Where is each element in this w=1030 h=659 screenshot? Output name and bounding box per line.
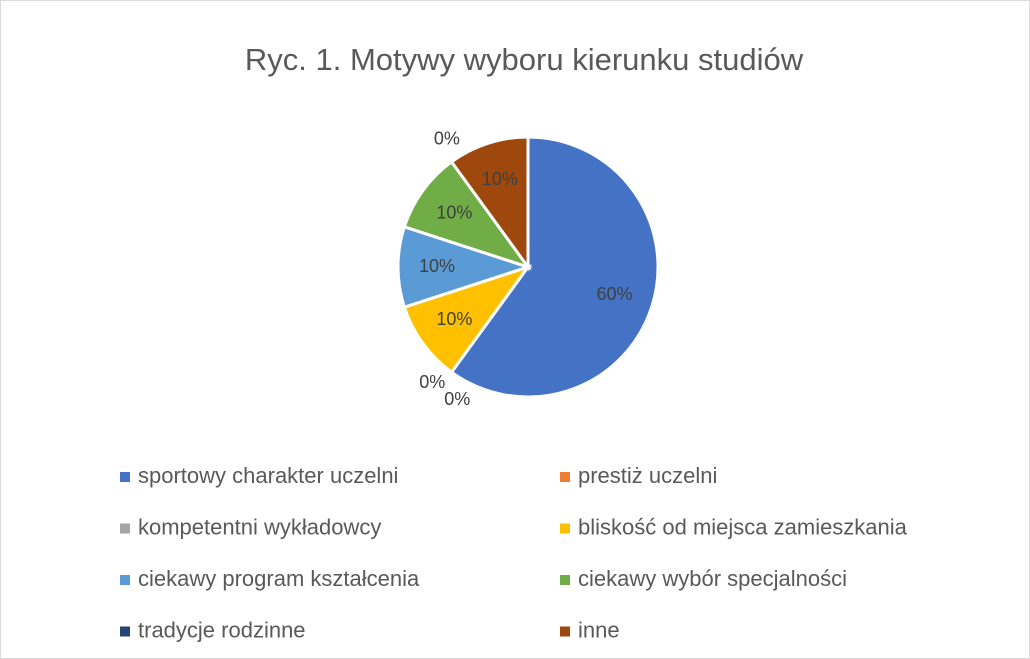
legend-swatch bbox=[120, 472, 130, 482]
legend-swatch bbox=[560, 472, 570, 482]
data-label: 10% bbox=[419, 256, 455, 276]
data-label: 10% bbox=[482, 169, 518, 189]
legend-label: sportowy charakter uczelni bbox=[138, 463, 398, 488]
chart-title: Ryc. 1. Motywy wyboru kierunku studiów bbox=[245, 42, 804, 77]
data-label: 10% bbox=[436, 202, 472, 222]
data-label: 0% bbox=[419, 372, 445, 392]
legend-label: tradycje rodzinne bbox=[138, 617, 306, 642]
pie-slice bbox=[402, 159, 532, 270]
pie-slice bbox=[402, 264, 532, 375]
legend-swatch bbox=[120, 575, 130, 585]
pie-slice bbox=[449, 135, 530, 272]
legend-swatch bbox=[560, 626, 570, 637]
legend-label: kompetentni wykładowcy bbox=[138, 514, 381, 539]
legend-label: prestiż uczelni bbox=[578, 463, 717, 488]
legend-label: bliskość od miejsca zamieszkania bbox=[578, 514, 908, 539]
data-label: 0% bbox=[444, 389, 470, 409]
legend-swatch bbox=[560, 575, 570, 585]
legend-label: ciekawy program kształcenia bbox=[138, 566, 420, 591]
pie-slice bbox=[396, 224, 533, 310]
legend-label: ciekawy wybór specjalności bbox=[578, 566, 847, 591]
data-label: 0% bbox=[434, 129, 460, 149]
legend-swatch bbox=[120, 626, 130, 637]
data-label: 10% bbox=[436, 309, 472, 329]
legend-swatch bbox=[560, 523, 570, 534]
data-label: 60% bbox=[597, 284, 633, 304]
legend-swatch bbox=[120, 523, 130, 534]
legend-label: inne bbox=[578, 617, 620, 642]
pie-slice bbox=[449, 135, 660, 399]
